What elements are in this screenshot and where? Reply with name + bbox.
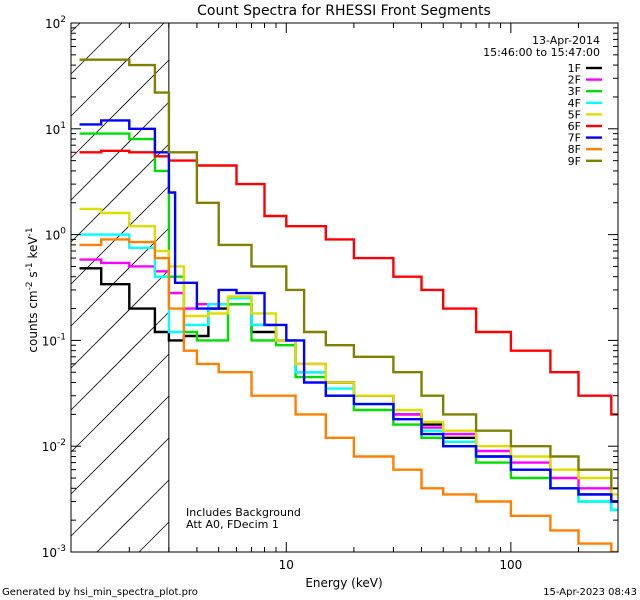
hatch-line (70, 311, 170, 411)
y-tick-label: 100 (45, 227, 66, 243)
y-tick-label: 10-2 (42, 438, 66, 454)
hatch-line (70, 437, 170, 537)
legend-label-7F: 7F (568, 132, 581, 145)
date-label: 13-Apr-2014 (532, 34, 600, 47)
time-range-label: 15:46:00 to 15:47:00 (483, 46, 600, 59)
y-tick-exponent: -1 (57, 332, 66, 342)
y-axis-label-part: counts cm (26, 290, 40, 352)
series-9F (79, 58, 618, 490)
y-tick-label: 10-1 (42, 332, 66, 348)
y-tick-base: 10 (45, 123, 60, 137)
hatch-line (96, 479, 170, 553)
hatch-line (70, 395, 170, 495)
x-tick-label: 10 (279, 558, 294, 572)
legend-label-2F: 2F (568, 74, 581, 87)
legend-label-6F: 6F (568, 120, 581, 133)
hatch-line (138, 521, 170, 553)
series-7F (79, 119, 618, 503)
x-tick-label: 100 (499, 558, 522, 572)
hatch-line (70, 143, 170, 243)
y-tick-base: 10 (42, 546, 57, 560)
y-tick-base: 10 (45, 17, 60, 31)
y-tick-label: 10-3 (42, 544, 66, 560)
y-axis-label-part: s (26, 271, 40, 281)
plot-frame (70, 22, 619, 553)
legend-label-5F: 5F (568, 108, 581, 121)
y-tick-exponent: -3 (57, 544, 66, 554)
y-tick-base: 10 (42, 334, 57, 348)
hatch-line (70, 227, 170, 327)
legend-label-4F: 4F (568, 97, 581, 110)
series-6F (79, 149, 618, 416)
x-axis: 10 100 (128, 23, 619, 572)
hatch-line (70, 353, 170, 453)
legend-label-8F: 8F (568, 143, 581, 156)
y-axis-label-exponent: -1 (25, 227, 35, 236)
y-tick-base: 10 (45, 229, 60, 243)
y-axis-label: counts cm-2 s-1 keV-1 (25, 227, 40, 352)
y-tick-exponent: 2 (60, 15, 66, 25)
y-tick-label: 102 (45, 15, 66, 31)
y-tick-label: 101 (45, 121, 66, 137)
y-axis-label-exponent: -2 (25, 281, 35, 290)
hatch-line (70, 269, 170, 369)
y-tick-exponent: -2 (57, 438, 66, 448)
hatch-line (70, 22, 165, 117)
legend-label-1F: 1F (568, 62, 581, 75)
hatch-line (70, 22, 123, 75)
series-8F (79, 238, 618, 552)
series-5F (79, 207, 618, 496)
annotation-attenuator: Att A0, FDecim 1 (186, 518, 279, 531)
y-tick-exponent: 1 (60, 121, 66, 131)
annotation-background: Includes Background (186, 506, 301, 519)
generator-footer: Generated by hsi_min_spectra_plot.pro (2, 587, 198, 598)
legend-label-9F: 9F (568, 155, 581, 168)
hatch-line (70, 59, 170, 159)
y-axis-label-exponent: -1 (25, 262, 35, 271)
x-axis-label: Energy (keV) (305, 576, 382, 590)
chart-title: Count Spectra for RHESSI Front Segments (197, 3, 491, 19)
timestamp-footer: 15-Apr-2023 08:43 (543, 587, 637, 598)
series-group (79, 58, 618, 552)
y-axis-label-part: keV (26, 236, 40, 263)
y-tick-base: 10 (42, 440, 57, 454)
y-tick-exponent: 0 (60, 227, 66, 237)
legend-label-3F: 3F (568, 85, 581, 98)
